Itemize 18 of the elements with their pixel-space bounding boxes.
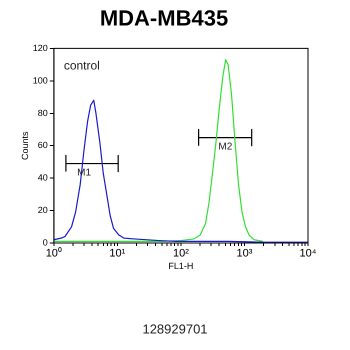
x-tick-label: 10⁰ [46, 246, 62, 260]
annotation: M2 [218, 141, 233, 152]
x-tick-label: 10¹ [109, 248, 126, 260]
y-tick-label: 20 [38, 205, 48, 216]
y-tick-label: 0 [42, 237, 48, 248]
y-tick-label: 80 [38, 108, 48, 118]
annotation: control [64, 58, 100, 73]
y-tick-label: 120 [32, 42, 48, 53]
x-axis-title: FL1-H [168, 261, 194, 272]
x-tick-label: 10³ [236, 248, 253, 260]
x-tick-label: 10⁴ [300, 248, 317, 260]
y-axis-title: Counts [20, 130, 30, 160]
x-tick-label: 10² [172, 248, 190, 260]
y-tick-label: 40 [38, 172, 48, 183]
y-tick-label: 100 [32, 75, 48, 86]
text: 128929701 [142, 322, 208, 337]
y-tick-label: 60 [38, 140, 48, 150]
chart-title: MDA-MB435 [100, 5, 228, 30]
